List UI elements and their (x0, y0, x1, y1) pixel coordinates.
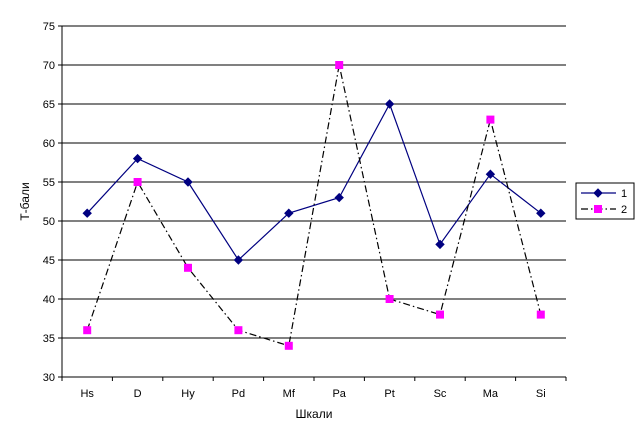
series-1-point (485, 169, 496, 179)
series-2-point (536, 310, 545, 319)
series-2-point (284, 341, 293, 350)
y-tick-labels: 30 35 40 45 50 55 60 65 70 75 (43, 21, 55, 384)
y-tick-label: 50 (43, 216, 55, 228)
grid-lines (58, 25, 566, 378)
series-2 (83, 61, 545, 350)
x-tick-label: Ma (483, 388, 499, 400)
x-tick-labels: Hs D Hy Pd Mf Pa Pt Sc Ma Si (80, 388, 545, 400)
plot-area (62, 26, 566, 377)
x-axis-title: Шкали (296, 407, 333, 421)
x-tick-label: Pd (232, 388, 245, 400)
x-tick-label: D (134, 388, 142, 400)
series-1-point (132, 153, 143, 164)
y-tick-label: 70 (43, 60, 55, 72)
y-tick-label: 40 (43, 294, 55, 306)
series-2-point (385, 295, 394, 303)
series-1-point (233, 255, 244, 265)
legend-label-2: 2 (621, 204, 627, 216)
series-1-point (284, 208, 294, 218)
legend: 12 (575, 182, 635, 220)
series-1-point (82, 208, 92, 218)
y-tick-label: 75 (43, 21, 55, 33)
x-tick-label: Hs (80, 388, 94, 400)
x-tick-label: Si (536, 388, 546, 400)
y-tick-label: 35 (43, 333, 55, 345)
series-1-point (384, 99, 395, 109)
series-1-point (183, 177, 193, 187)
legend-label-1: 1 (621, 188, 627, 200)
series-1-point (334, 192, 344, 203)
series-1-point (536, 208, 546, 218)
legend-marker-2 (594, 205, 602, 213)
series-1-point (435, 239, 445, 250)
y-tick-label: 65 (43, 99, 55, 111)
y-tick-label: 30 (43, 372, 55, 384)
series-2-line (86, 64, 542, 347)
y-tick-label: 45 (43, 255, 55, 267)
series-2-point (335, 61, 344, 69)
y-tick-label: 60 (43, 138, 55, 150)
x-tick-label: Mf (283, 388, 296, 400)
series-2-point (486, 115, 495, 124)
series-2-point (184, 263, 192, 272)
axes (61, 26, 567, 381)
x-tick-label: Sc (434, 388, 447, 400)
x-tick-label: Hy (181, 388, 195, 400)
series-2-point (234, 326, 243, 335)
series-2-point (83, 326, 92, 335)
series-2-point (436, 310, 444, 319)
legend-marker-1 (593, 188, 603, 198)
x-tick-label: Pa (332, 388, 346, 400)
y-axis-title: Т-бали (18, 182, 32, 220)
series-1 (82, 99, 546, 265)
x-tick-label: Pt (384, 388, 394, 400)
series-2-point (133, 178, 142, 186)
legend-box (575, 182, 635, 220)
series-layer (82, 61, 546, 350)
series-1-line (86, 102, 542, 261)
y-tick-label: 55 (43, 177, 55, 189)
